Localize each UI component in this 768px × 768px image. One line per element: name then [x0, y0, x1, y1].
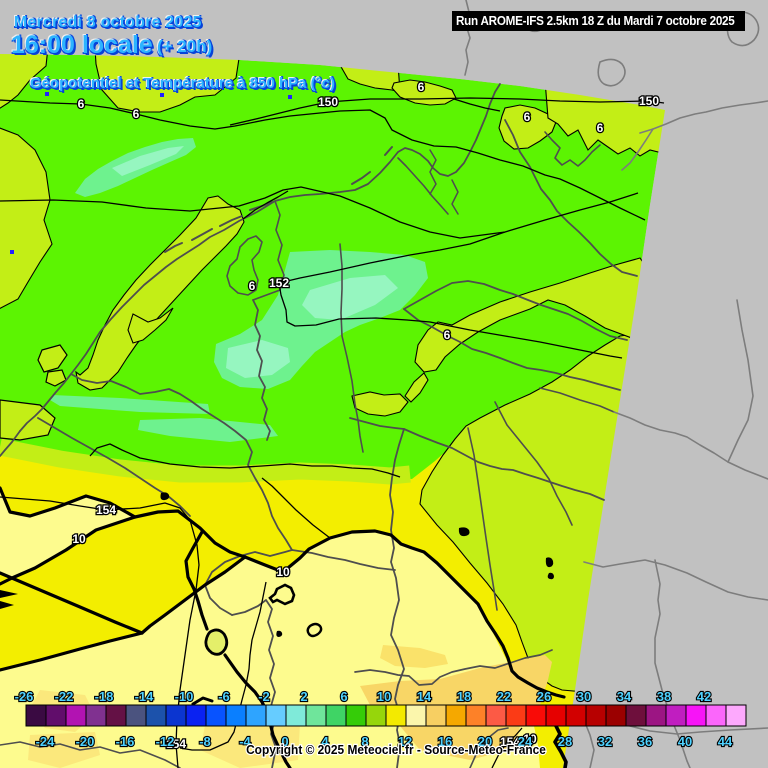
svg-text:-16: -16	[116, 734, 135, 749]
svg-text:40: 40	[678, 734, 692, 749]
svg-text:150: 150	[318, 95, 338, 109]
svg-text:24: 24	[518, 734, 533, 749]
svg-text:-4: -4	[239, 734, 251, 749]
svg-text:152: 152	[269, 276, 289, 290]
svg-text:8: 8	[361, 734, 368, 749]
svg-text:20: 20	[478, 734, 492, 749]
svg-text:6: 6	[524, 110, 531, 124]
svg-text:2: 2	[300, 689, 307, 704]
svg-text:10: 10	[523, 732, 537, 746]
svg-text:Copyright © 2025 Meteociel.fr: Copyright © 2025 Meteociel.fr - Source-M…	[246, 743, 546, 757]
svg-text:28: 28	[558, 734, 572, 749]
svg-text:0: 0	[281, 734, 288, 749]
svg-text:18: 18	[457, 689, 471, 704]
svg-text:-2: -2	[258, 689, 270, 704]
svg-text:-18: -18	[95, 689, 114, 704]
svg-text:6: 6	[249, 279, 256, 293]
svg-text:-22: -22	[55, 689, 74, 704]
svg-text:12: 12	[398, 734, 412, 749]
svg-text:6: 6	[597, 121, 604, 135]
svg-text:36: 36	[638, 734, 652, 749]
svg-text:14: 14	[417, 689, 432, 704]
svg-text:-14: -14	[135, 689, 155, 704]
svg-text:6: 6	[418, 80, 425, 94]
svg-text:154: 154	[500, 735, 520, 749]
svg-text:150: 150	[639, 94, 659, 108]
svg-text:154: 154	[166, 737, 186, 751]
svg-text:6: 6	[444, 328, 451, 342]
svg-text:26: 26	[537, 689, 551, 704]
svg-text:154: 154	[96, 503, 116, 517]
svg-text:10: 10	[276, 565, 290, 579]
svg-text:-6: -6	[218, 689, 230, 704]
svg-text:34: 34	[617, 689, 632, 704]
svg-text:6: 6	[78, 97, 85, 111]
svg-text:-26: -26	[15, 689, 34, 704]
svg-text:42: 42	[697, 689, 711, 704]
svg-text:6: 6	[133, 107, 140, 121]
svg-text:10: 10	[72, 532, 86, 546]
svg-text:38: 38	[657, 689, 671, 704]
svg-text:32: 32	[598, 734, 612, 749]
svg-text:-24: -24	[36, 734, 56, 749]
svg-text:16: 16	[438, 734, 452, 749]
svg-text:-12: -12	[156, 734, 175, 749]
svg-text:-20: -20	[76, 734, 95, 749]
svg-text:30: 30	[577, 689, 591, 704]
svg-text:-8: -8	[199, 734, 211, 749]
svg-text:-10: -10	[175, 689, 194, 704]
svg-text:10: 10	[377, 689, 391, 704]
svg-text:6: 6	[340, 689, 347, 704]
svg-text:22: 22	[497, 689, 511, 704]
svg-text:44: 44	[718, 734, 733, 749]
svg-text:4: 4	[321, 734, 329, 749]
